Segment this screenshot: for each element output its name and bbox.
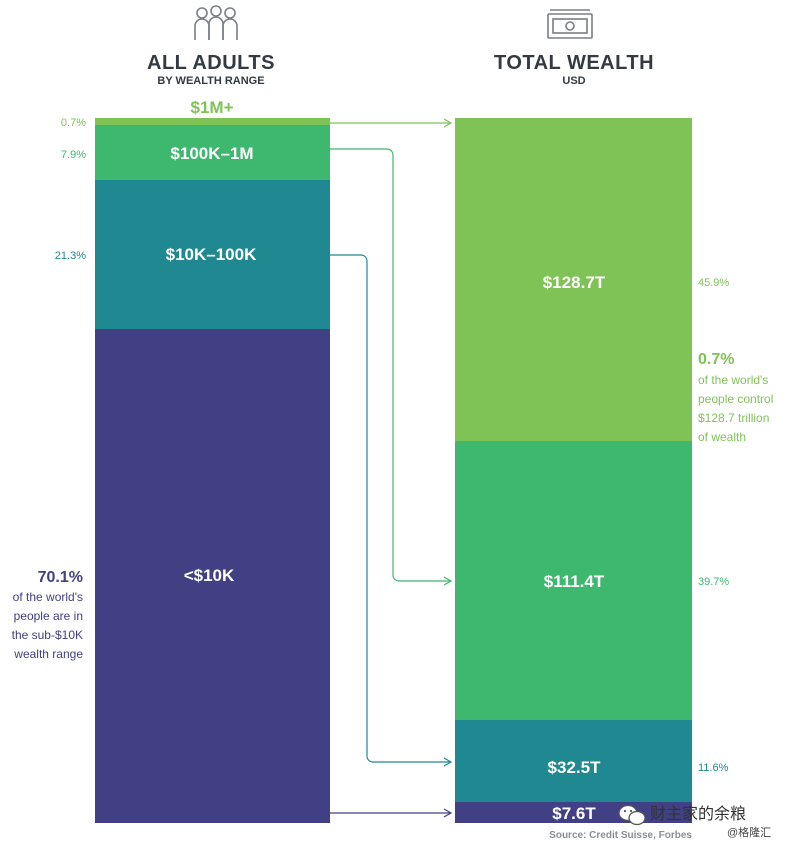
left-annotation-line: wealth range [13, 647, 83, 661]
adults-pct-100k-1m: 7.9% [61, 149, 86, 161]
adults-label-100k-1m: $100K–1M [170, 144, 253, 163]
adults-bar-under-10k [95, 329, 330, 823]
left-annotation-big: 70.1% [38, 569, 83, 586]
wealth-pct-1m-plus: 45.9% [698, 277, 729, 289]
wealth-label-1m-plus: $128.7T [543, 273, 606, 292]
wealth-pct-100k-1m: 39.7% [698, 576, 729, 588]
arrow-under-10k-head [443, 808, 453, 818]
left-header-title: ALL ADULTS [147, 52, 275, 74]
watermark-main: 财主家的余粮 [650, 804, 746, 823]
left-annotation-line: of the world's [13, 590, 83, 604]
wealth-bar-100k-1m [455, 441, 692, 720]
adults-pct-1m-plus: 0.7% [61, 117, 86, 129]
arrow-100k-1m-head [443, 576, 453, 586]
right-annotation: 0.7% of the world's people control $128.… [698, 351, 773, 444]
source-note: Source: Credit Suisse, Forbes [549, 830, 692, 841]
left-annotation: 70.1% of the world's people are in the s… [12, 569, 84, 661]
adults-label-1m-plus: $1M+ [191, 98, 234, 117]
left-header-subtitle: BY WEALTH RANGE [157, 75, 264, 87]
wealth-label-10k-100k: $32.5T [548, 758, 602, 777]
wealth-column [455, 118, 692, 823]
wealth-label-100k-1m: $111.4T [544, 572, 605, 591]
right-annotation-line: of wealth [698, 430, 746, 444]
watermark-sub: @格隆汇 [727, 825, 771, 839]
adults-column [95, 118, 330, 823]
wechat-icon [618, 804, 646, 826]
adults-bar-100k-1m [95, 125, 330, 180]
right-header-subtitle: USD [562, 75, 585, 87]
adults-bar-10k-100k [95, 180, 330, 329]
watermark: 财主家的余粮 @格隆汇 [618, 804, 771, 839]
connector-arrows [330, 118, 453, 818]
wealth-label-under-10k: $7.6T [552, 804, 596, 823]
arrow-1m-plus-head [443, 118, 453, 128]
arrow-10k-100k-head [443, 757, 453, 767]
left-annotation-line: people are in [14, 609, 83, 623]
banknote-icon [547, 9, 593, 39]
right-header-title: TOTAL WEALTH [494, 52, 654, 74]
right-annotation-line: people control [698, 392, 773, 406]
right-annotation-big: 0.7% [698, 351, 734, 368]
arrow-100k-1m [330, 148, 450, 582]
wealth-bar-10k-100k [455, 720, 692, 802]
adults-pct-10k-100k: 21.3% [55, 250, 86, 262]
left-annotation-line: the sub-$10K [12, 628, 83, 642]
adults-label-10k-100k: $10K–100K [166, 245, 257, 264]
right-annotation-line: of the world's [698, 373, 768, 387]
right-annotation-line: $128.7 trillion [698, 411, 769, 425]
wealth-bar-1m-plus [455, 118, 692, 441]
adults-label-under-10k: <$10K [184, 566, 235, 585]
wealth-pct-10k-100k: 11.6% [698, 762, 729, 774]
people-group-icon [194, 5, 238, 40]
adults-bar-1m-plus [95, 118, 330, 125]
arrow-10k-100k [330, 254, 450, 763]
